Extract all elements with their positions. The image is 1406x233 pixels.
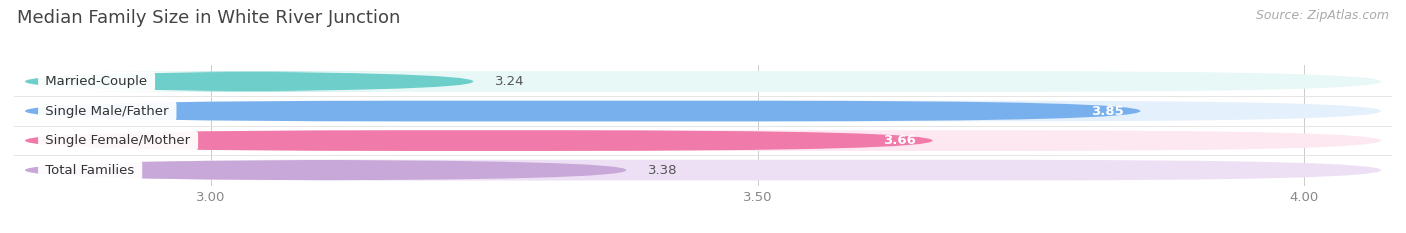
Text: Total Families: Total Families bbox=[41, 164, 139, 177]
FancyBboxPatch shape bbox=[25, 130, 932, 151]
Text: Median Family Size in White River Junction: Median Family Size in White River Juncti… bbox=[17, 9, 401, 27]
FancyBboxPatch shape bbox=[25, 71, 474, 92]
FancyBboxPatch shape bbox=[25, 101, 1381, 121]
Text: 3.85: 3.85 bbox=[1091, 105, 1123, 117]
FancyBboxPatch shape bbox=[25, 160, 1381, 181]
Text: Single Male/Father: Single Male/Father bbox=[41, 105, 173, 117]
FancyBboxPatch shape bbox=[25, 130, 1381, 151]
FancyBboxPatch shape bbox=[25, 101, 1140, 121]
Text: 3.24: 3.24 bbox=[495, 75, 524, 88]
Text: Single Female/Mother: Single Female/Mother bbox=[41, 134, 195, 147]
FancyBboxPatch shape bbox=[25, 71, 1381, 92]
Text: 3.66: 3.66 bbox=[883, 134, 917, 147]
Text: Married-Couple: Married-Couple bbox=[41, 75, 152, 88]
FancyBboxPatch shape bbox=[25, 160, 627, 181]
Text: Source: ZipAtlas.com: Source: ZipAtlas.com bbox=[1256, 9, 1389, 22]
Text: 3.38: 3.38 bbox=[648, 164, 678, 177]
